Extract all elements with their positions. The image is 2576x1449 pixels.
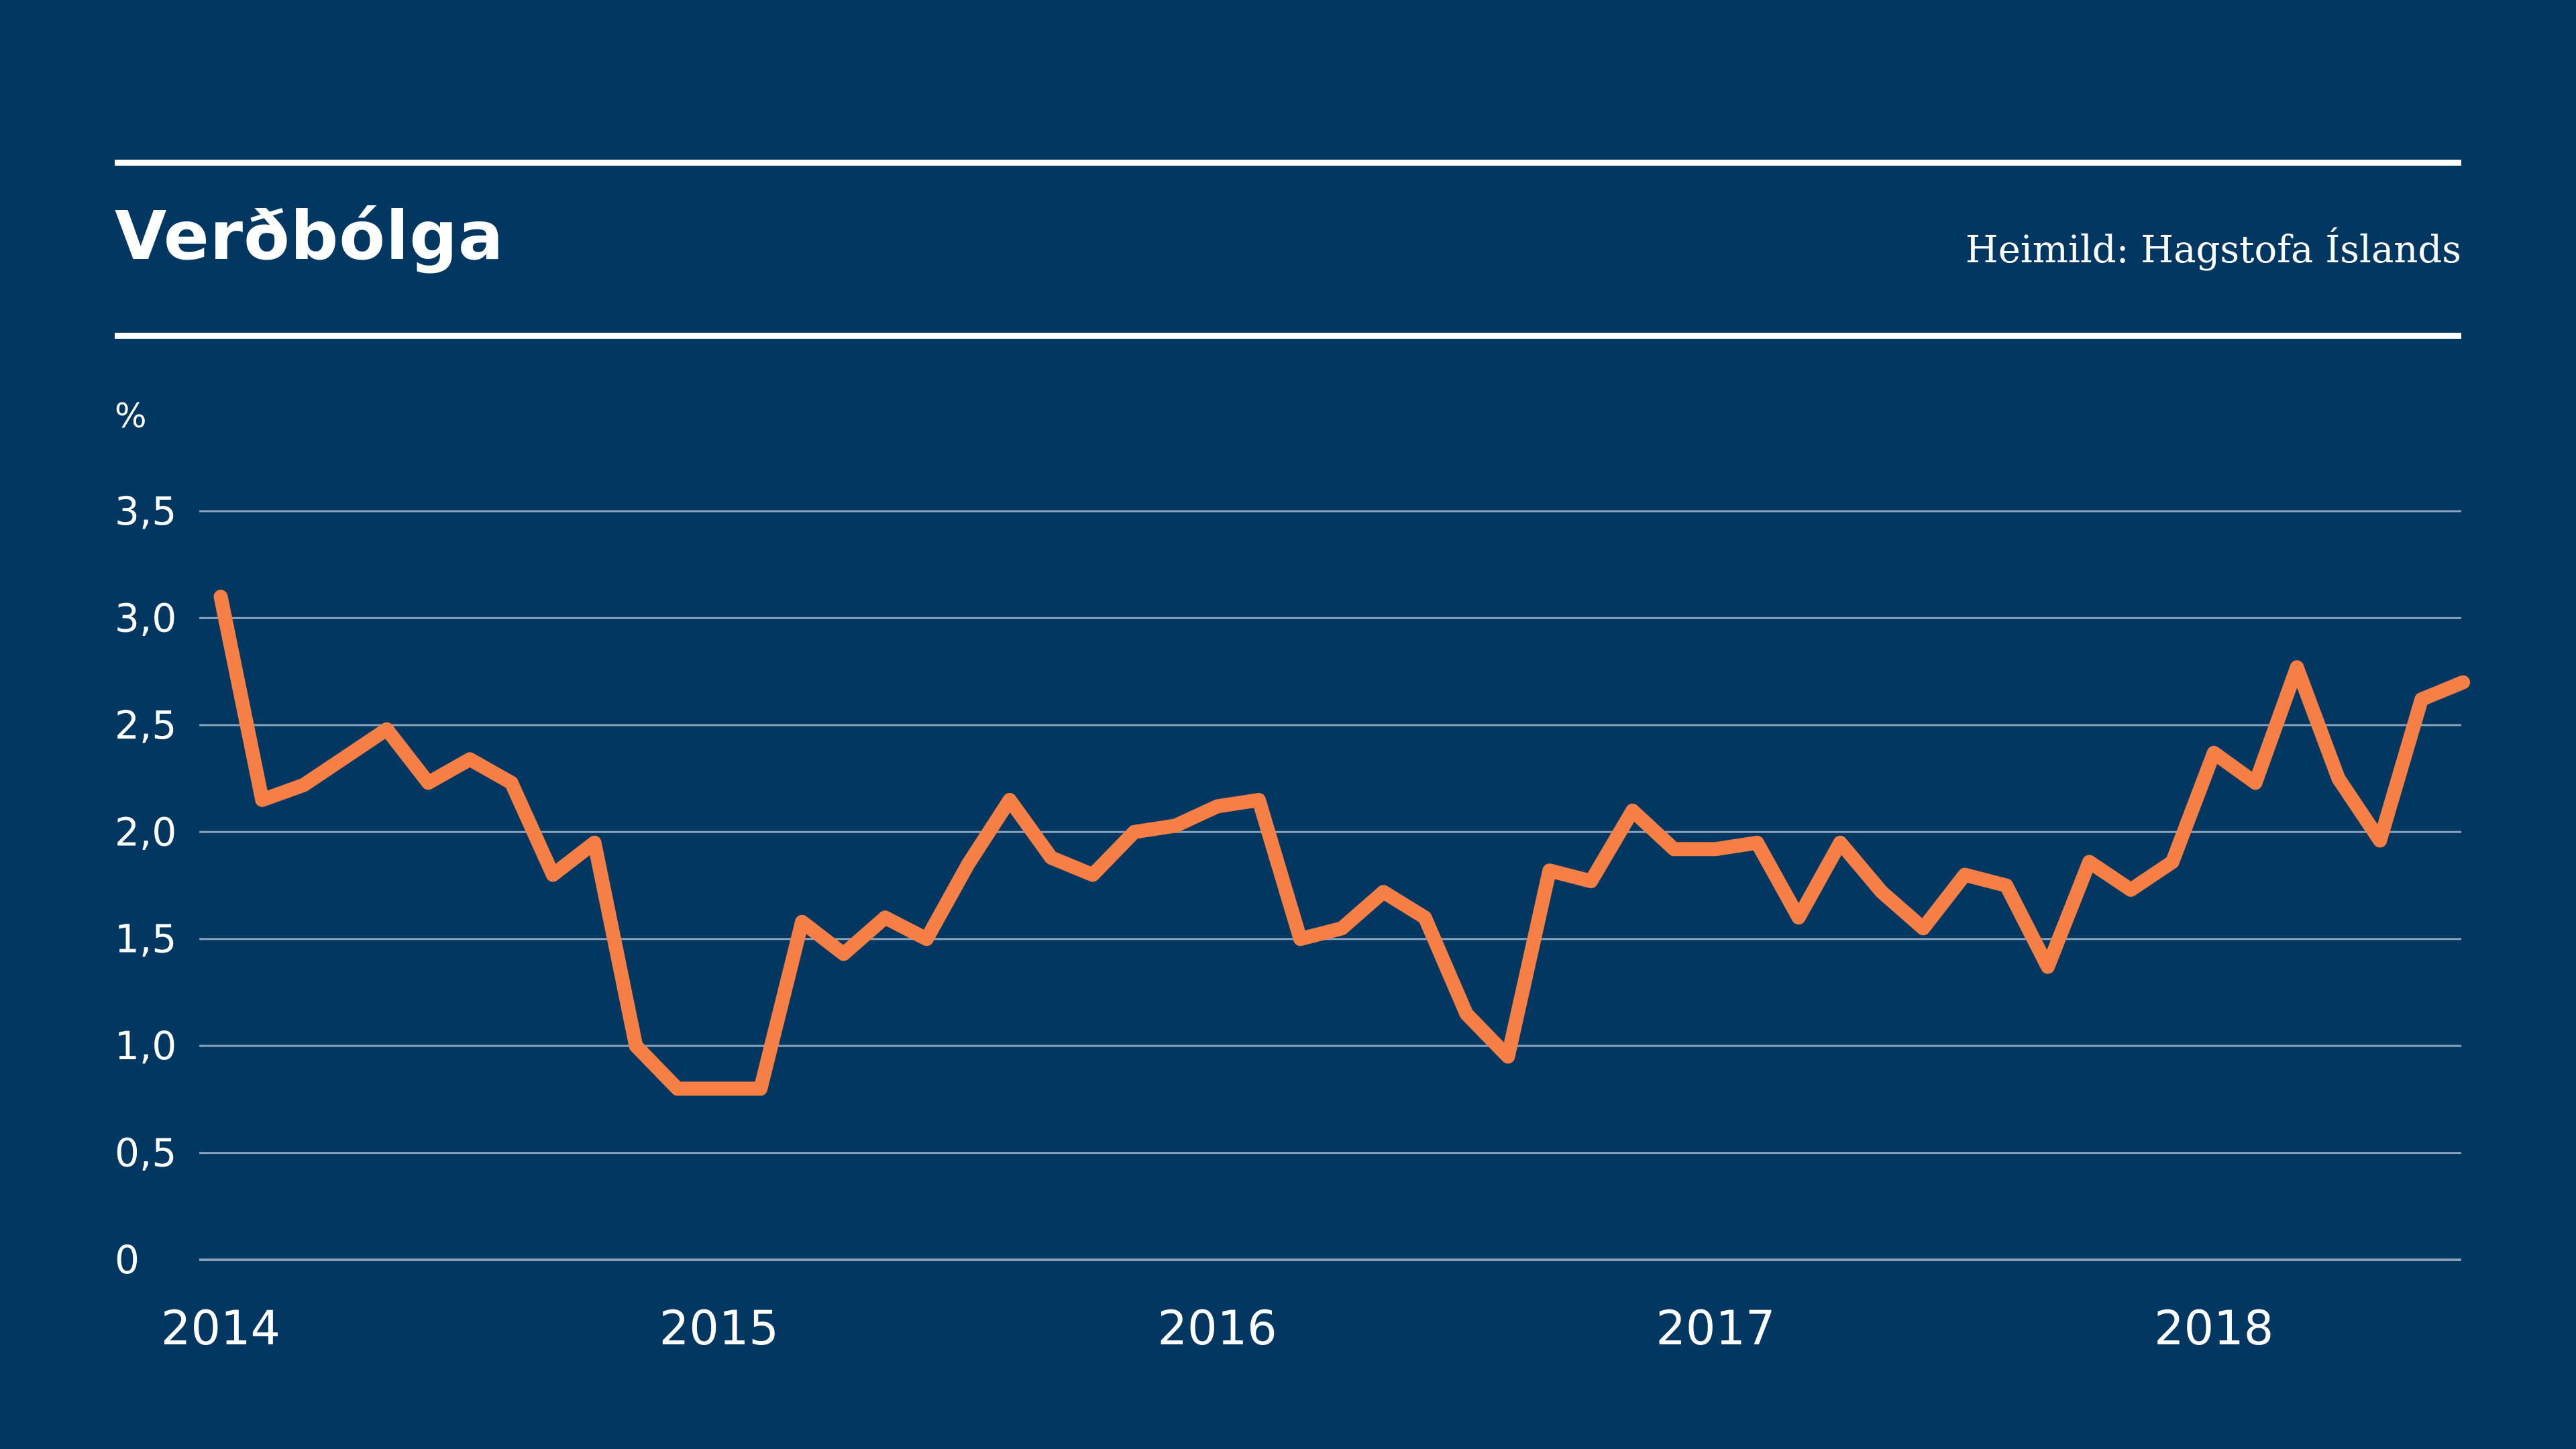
y-tick-label: 0 [115, 1237, 140, 1283]
x-tick-label: 2018 [2154, 1301, 2273, 1356]
gridlines [199, 510, 2461, 1261]
y-axis-unit-label: % [115, 396, 147, 435]
top-rule [115, 160, 2461, 166]
x-tick-label: 2016 [1158, 1301, 1277, 1356]
bottom-rule [115, 333, 2461, 339]
y-tick-label: 1,5 [115, 916, 176, 962]
y-tick-label: 1,0 [115, 1023, 176, 1069]
y-axis-ticks: 0 0,5 1,0 1,5 2,0 2,5 3,0 3,5 [115, 488, 176, 1283]
y-tick-label: 2,5 [115, 702, 176, 748]
y-tick-label: 0,5 [115, 1130, 176, 1176]
series-layer [213, 590, 2471, 1096]
y-tick-label: 2,0 [115, 809, 176, 855]
x-axis-ticks: 2014 2015 2016 2017 2018 [161, 1301, 2273, 1356]
chart-title: Verðbólga [115, 197, 504, 275]
x-tick-label: 2015 [659, 1301, 779, 1356]
x-tick-label: 2017 [1656, 1301, 1775, 1356]
source-note: Heimild: Hagstofa Íslands [1965, 228, 2461, 272]
y-tick-label: 3,5 [115, 488, 176, 534]
x-tick-label: 2014 [161, 1301, 280, 1356]
series-line [213, 590, 2471, 1096]
y-tick-label: 3,0 [115, 595, 176, 641]
